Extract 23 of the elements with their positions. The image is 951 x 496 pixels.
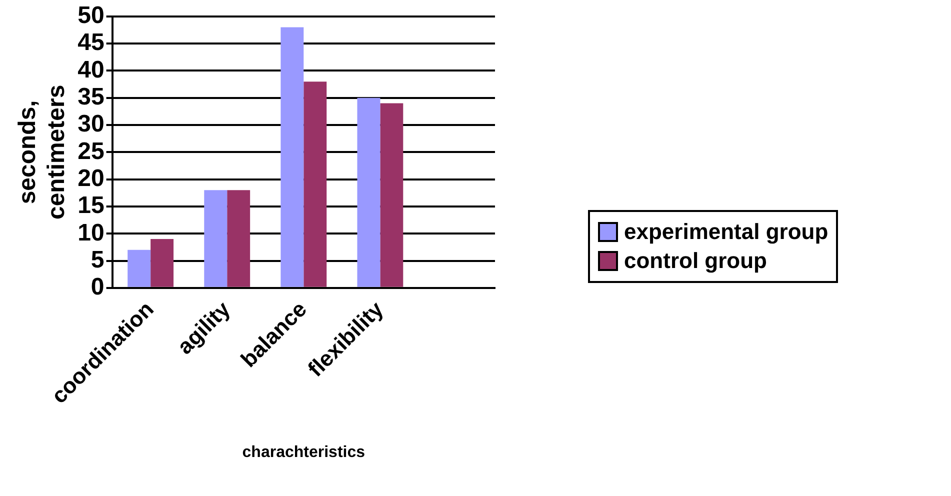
y-tick-label: 20 (78, 164, 104, 192)
y-tick-label: 45 (78, 29, 104, 56)
bar (304, 82, 327, 287)
y-tick-label: 40 (78, 56, 104, 84)
bar (357, 98, 380, 287)
bar (380, 103, 404, 287)
y-tick-label: 50 (78, 2, 104, 30)
y-tick-label: 25 (78, 138, 104, 165)
legend-label: control group (624, 248, 767, 274)
y-tick-label: 0 (90, 274, 104, 301)
bar (128, 250, 151, 287)
bar (227, 190, 250, 287)
bar (280, 27, 304, 287)
x-axis-title: charachteristics (242, 444, 366, 461)
y-tick-label: 5 (90, 246, 104, 274)
y-tick-label: 30 (78, 110, 104, 138)
y-tick-label: 10 (78, 219, 104, 246)
legend-label: experimental group (624, 219, 828, 245)
y-tick-label: 15 (78, 192, 104, 220)
y-axis-title: seconds, centimeters (14, 84, 70, 220)
y-tick-label: 35 (78, 83, 104, 110)
bar (150, 239, 174, 287)
bar (204, 190, 228, 287)
